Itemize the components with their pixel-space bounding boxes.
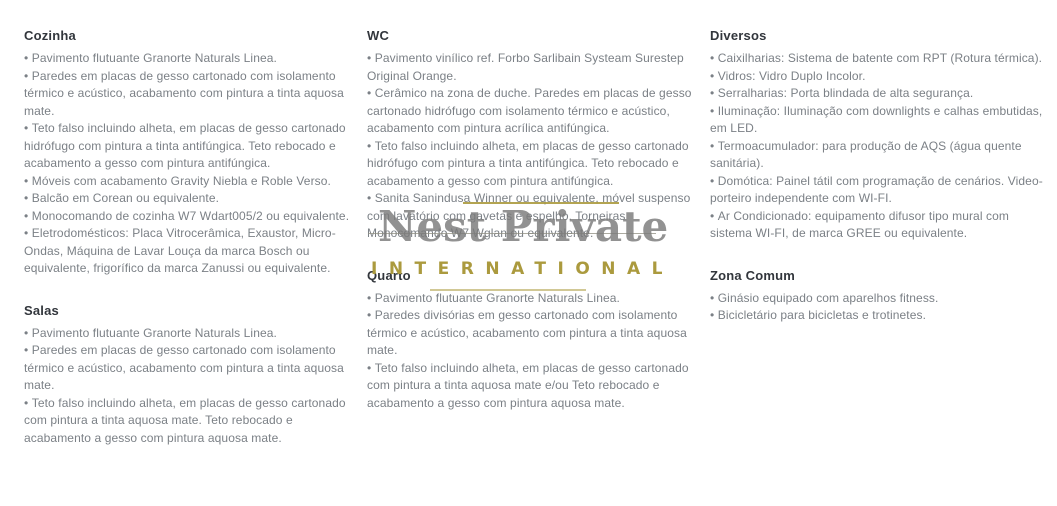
spec-bullet: Teto falso incluindo alheta, em placas d… [24,120,359,173]
spec-bullet: Móveis com acabamento Gravity Niebla e R… [24,173,359,191]
spec-bullet: Teto falso incluindo alheta, em placas d… [367,360,702,413]
spec-bullet: Pavimento flutuante Granorte Naturals Li… [367,290,702,308]
spec-bullet: Caixilharias: Sistema de batente com RPT… [710,50,1045,68]
spec-bullet: Sanita Sanindusa Winner ou equivalente, … [367,190,702,243]
spec-bullet: Vidros: Vidro Duplo Incolor. [710,68,1045,86]
spec-bullet: Paredes em placas de gesso cartonado com… [24,68,359,121]
spec-section-cozinha: Cozinha Pavimento flutuante Granorte Natu… [24,27,359,278]
spec-section-wc: WC Pavimento vinílico ref. Forbo Sarlibai… [367,27,702,243]
section-title-wc: WC [367,28,390,43]
spec-bullet: Cerâmico na zona de duche. Paredes em pl… [367,85,702,138]
spec-bullet: Iluminação: Iluminação com downlights e … [710,103,1045,138]
spec-section-quarto: Quarto Pavimento flutuante Granorte Natur… [367,267,702,413]
spec-bullet: Monocomando de cozinha W7 Wdart005/2 ou … [24,208,359,226]
spec-column-3: Diversos Caixilharias: Sistema de batente… [710,27,1045,506]
spec-bullet: Teto falso incluindo alheta, em placas d… [24,395,359,448]
spec-bullet: Serralharias: Porta blindada de alta seg… [710,85,1045,103]
spec-bullet: Eletrodomésticos: Placa Vitrocerâmica, E… [24,225,359,278]
spec-bullet: Pavimento flutuante Granorte Naturals Li… [24,50,359,68]
spec-bullet: Paredes em placas de gesso cartonado com… [24,342,359,395]
spec-column-1: Cozinha Pavimento flutuante Granorte Natu… [24,27,359,506]
spec-bullet: Pavimento flutuante Granorte Naturals Li… [24,325,359,343]
section-title-cozinha: Cozinha [24,28,76,43]
section-title-salas: Salas [24,302,59,318]
spec-bullet: Paredes divisórias em gesso cartonado co… [367,307,702,360]
section-title-quarto: Quarto [367,267,411,283]
spec-bullet: Balcão em Corean ou equivalente. [24,190,359,208]
section-title-diversos: Diversos [710,28,767,43]
spec-bullet: Teto falso incluindo alheta, em placas d… [367,138,702,191]
spec-bullet: Domótica: Painel tátil com programação d… [710,173,1045,208]
spec-bullet: Ar Condicionado: equipamento difusor tip… [710,208,1045,243]
section-title-zona-comum: Zona Comum [710,267,796,283]
spec-column-2: WC Pavimento vinílico ref. Forbo Sarlibai… [367,27,702,506]
spec-section-zona-comum: Zona Comum Ginásio equipado com aparelhos… [710,267,1045,325]
spec-bullet: Pavimento vinílico ref. Forbo Sarlibain … [367,50,702,85]
spec-bullet: Bicicletário para bicicletas e trotinete… [710,307,1045,325]
spec-bullet: Termoacumulador: para produção de AQS (á… [710,138,1045,173]
spec-section-diversos: Diversos Caixilharias: Sistema de batente… [710,27,1045,243]
spec-section-salas: Salas Pavimento flutuante Granorte Natura… [24,302,359,448]
spec-bullet: Ginásio equipado com aparelhos fitness. [710,290,1045,308]
